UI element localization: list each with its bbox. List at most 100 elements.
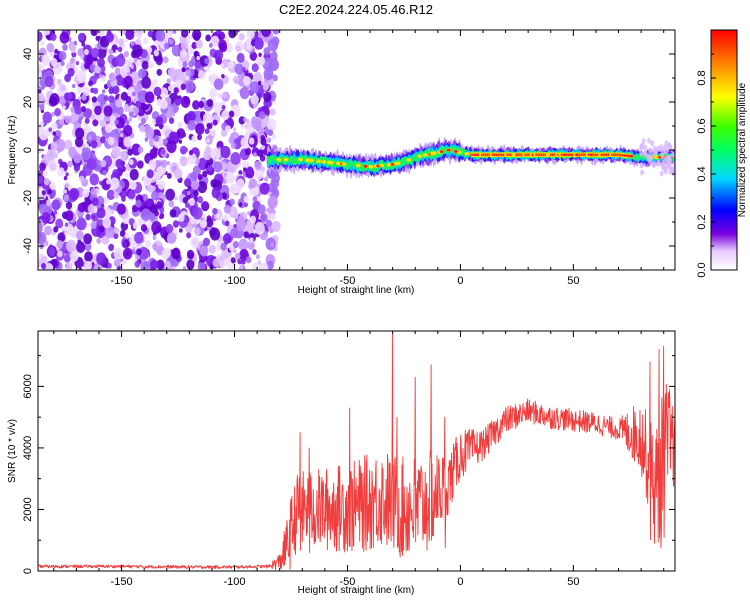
noise-speckle bbox=[156, 166, 165, 177]
noise-speckle bbox=[90, 30, 98, 37]
noise-speckle bbox=[202, 237, 211, 247]
noise-speckle bbox=[137, 34, 142, 40]
noise-speckle bbox=[211, 187, 221, 199]
noise-speckle bbox=[195, 123, 205, 135]
noise-speckle bbox=[117, 46, 123, 53]
noise-speckle bbox=[254, 38, 264, 50]
noise-speckle bbox=[91, 47, 100, 58]
spectrogram-y-tick-label: 20 bbox=[22, 96, 34, 108]
noise-speckle bbox=[243, 202, 249, 208]
noise-speckle bbox=[232, 75, 239, 84]
band-peak-cell bbox=[562, 153, 567, 157]
noise-speckle bbox=[182, 61, 188, 68]
noise-speckle bbox=[166, 161, 171, 166]
noise-speckle bbox=[204, 163, 209, 169]
noise-speckle bbox=[150, 204, 158, 214]
noise-speckle bbox=[221, 104, 226, 110]
edge-speckle bbox=[640, 169, 645, 176]
noise-speckle bbox=[119, 229, 126, 238]
noise-speckle bbox=[212, 258, 221, 268]
noise-speckle bbox=[233, 212, 239, 220]
edge-speckle bbox=[652, 145, 657, 152]
noise-speckle bbox=[96, 207, 106, 219]
noise-speckle bbox=[42, 170, 48, 177]
snr-x-tick-label: -50 bbox=[340, 576, 356, 588]
spectrogram-x-tick-label: -100 bbox=[224, 275, 246, 287]
noise-speckle bbox=[192, 100, 200, 110]
noise-speckle bbox=[52, 62, 63, 75]
noise-speckle bbox=[104, 123, 113, 134]
noise-speckle bbox=[82, 188, 90, 198]
noise-speckle bbox=[119, 132, 124, 138]
noise-speckle bbox=[201, 201, 210, 212]
noise-speckle bbox=[199, 245, 209, 257]
noise-speckle bbox=[125, 57, 133, 68]
noise-speckle bbox=[166, 232, 177, 244]
noise-speckle bbox=[229, 198, 235, 206]
noise-speckle bbox=[186, 110, 196, 123]
colorbar-label: Normalized spectral amplitude bbox=[737, 82, 748, 217]
noise-speckle bbox=[202, 112, 213, 125]
noise-speckle bbox=[95, 30, 106, 38]
noise-speckle bbox=[208, 244, 216, 254]
snr-y-axis-label: SNR (10 * v/v) bbox=[7, 419, 18, 483]
noise-speckle bbox=[269, 196, 278, 207]
noise-speckle bbox=[120, 91, 128, 101]
noise-speckle bbox=[257, 92, 262, 98]
noise-speckle bbox=[261, 30, 272, 38]
noise-speckle bbox=[227, 60, 234, 69]
noise-speckle bbox=[42, 30, 51, 36]
noise-speckle bbox=[95, 35, 100, 41]
noise-speckle bbox=[205, 217, 214, 228]
band-peak-cell bbox=[363, 164, 368, 168]
snr-x-tick-label: -150 bbox=[111, 576, 133, 588]
noise-speckle bbox=[54, 153, 58, 158]
noise-speckle bbox=[67, 92, 73, 100]
noise-speckle bbox=[153, 86, 162, 97]
edge-speckle bbox=[670, 168, 675, 175]
noise-speckle bbox=[76, 217, 87, 231]
band-core-cell bbox=[417, 154, 423, 159]
noise-speckle bbox=[118, 53, 124, 60]
noise-speckle bbox=[130, 244, 134, 250]
noise-speckle bbox=[167, 67, 177, 78]
noise-speckle bbox=[103, 105, 113, 117]
noise-speckle bbox=[132, 106, 140, 115]
noise-speckle bbox=[267, 38, 279, 52]
noise-speckle bbox=[123, 75, 133, 88]
colorbar: 0.0 0.2 0.4 0.6 0.8 Normalized spectral ampl… bbox=[696, 29, 748, 278]
noise-speckle bbox=[176, 128, 186, 139]
noise-speckle bbox=[134, 260, 141, 268]
noise-speckle bbox=[248, 137, 255, 145]
edge-speckle bbox=[661, 164, 666, 171]
noise-speckle bbox=[270, 179, 275, 184]
noise-speckle bbox=[151, 190, 159, 201]
noise-speckle bbox=[166, 172, 172, 179]
noise-speckle bbox=[244, 147, 252, 156]
noise-speckle bbox=[76, 69, 86, 82]
band-core-cell bbox=[511, 152, 517, 158]
noise-speckle bbox=[218, 39, 227, 51]
noise-speckle bbox=[155, 116, 164, 126]
noise-speckle bbox=[239, 86, 250, 100]
noise-speckle bbox=[54, 107, 61, 117]
noise-speckle bbox=[74, 136, 84, 148]
noise-speckle bbox=[243, 117, 247, 122]
noise-speckle bbox=[128, 159, 134, 166]
band-peak-cell bbox=[376, 164, 381, 168]
noise-speckle bbox=[108, 48, 114, 55]
noise-speckle bbox=[266, 137, 272, 144]
noise-speckle bbox=[204, 66, 210, 73]
noise-speckle bbox=[123, 124, 133, 137]
noise-speckle bbox=[81, 94, 87, 101]
noise-speckle bbox=[168, 131, 178, 143]
noise-speckle bbox=[46, 34, 50, 40]
noise-speckle bbox=[110, 177, 120, 190]
noise-speckle bbox=[44, 75, 54, 88]
figure-title: C2E2.2024.224.05.46.R12 bbox=[279, 2, 433, 17]
noise-speckle bbox=[184, 178, 192, 188]
noise-speckle bbox=[220, 145, 231, 159]
noise-speckle bbox=[141, 76, 152, 89]
noise-speckle bbox=[87, 135, 93, 141]
noise-speckle bbox=[181, 66, 187, 73]
